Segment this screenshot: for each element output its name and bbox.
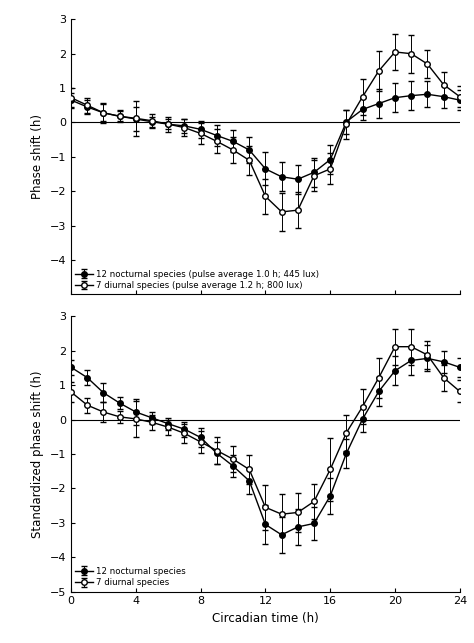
Y-axis label: Phase shift (h): Phase shift (h) bbox=[31, 114, 44, 199]
Legend: 12 nocturnal species, 7 diurnal species: 12 nocturnal species, 7 diurnal species bbox=[75, 566, 186, 587]
Y-axis label: Standardized phase shift (h): Standardized phase shift (h) bbox=[31, 370, 44, 538]
X-axis label: Circadian time (h): Circadian time (h) bbox=[212, 612, 319, 625]
Legend: 12 nocturnal species (pulse average 1.0 h; 445 lux), 7 diurnal species (pulse av: 12 nocturnal species (pulse average 1.0 … bbox=[75, 269, 319, 290]
